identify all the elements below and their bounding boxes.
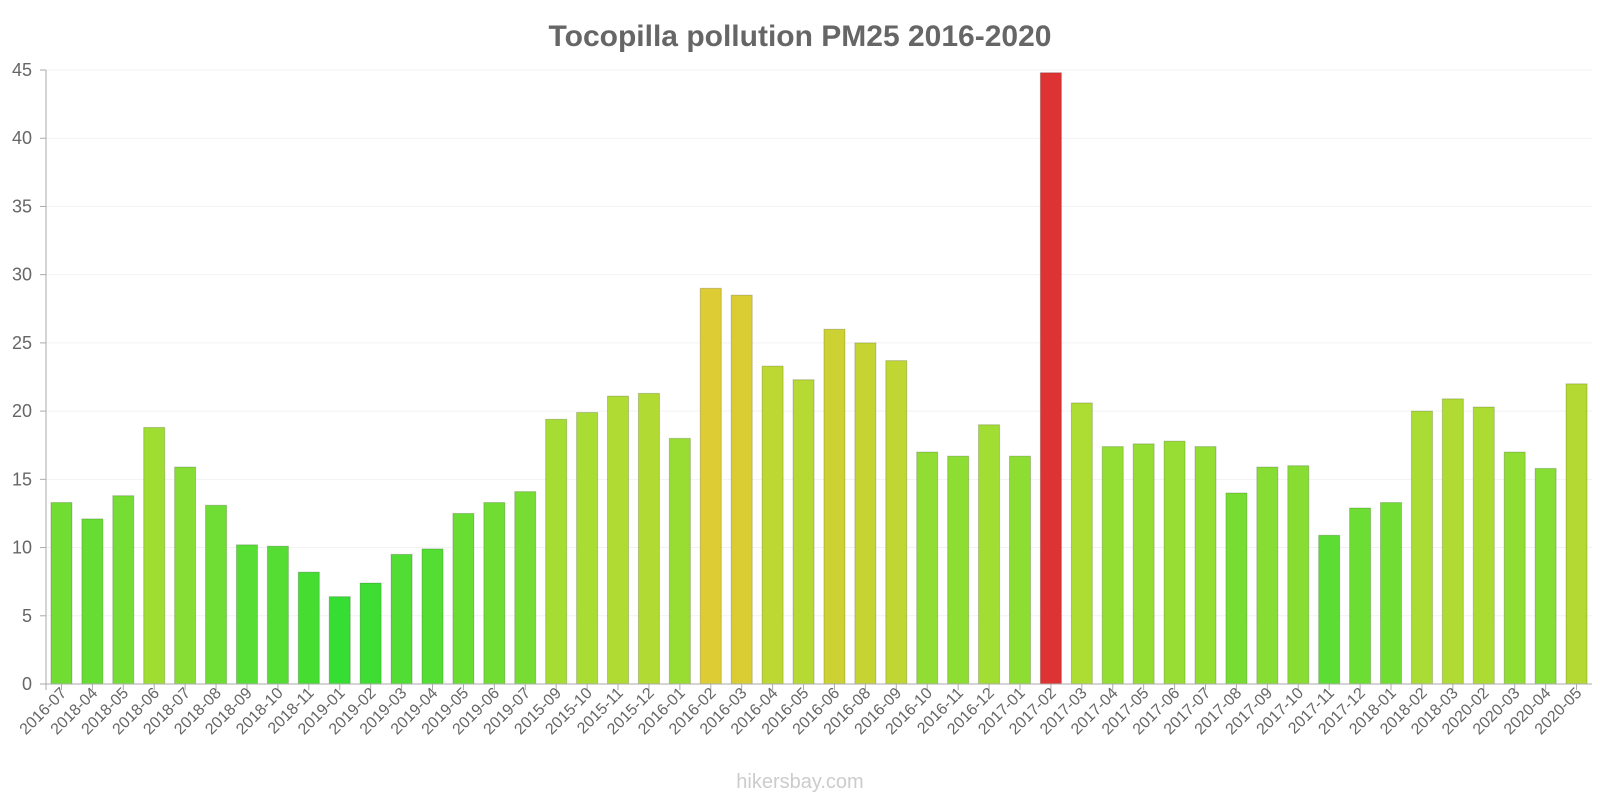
bar-2018-08[interactable] bbox=[205, 504, 228, 685]
y-tick-label: 0 bbox=[22, 674, 32, 694]
bar-2016-07[interactable] bbox=[50, 502, 73, 685]
bars bbox=[50, 72, 1588, 685]
credit-text: hikersbay.com bbox=[736, 771, 863, 793]
y-tick-label: 40 bbox=[12, 128, 32, 148]
y-tick-label: 30 bbox=[12, 265, 32, 285]
y-tick-label: 35 bbox=[12, 196, 32, 216]
bar-2015-10[interactable] bbox=[576, 411, 599, 685]
bar-2017-12[interactable] bbox=[1349, 507, 1372, 685]
bar-2016-05[interactable] bbox=[792, 379, 815, 685]
bar-2019-03[interactable] bbox=[390, 553, 413, 685]
y-axis-ticks: 0 5 10 15 20 25 30 35 40 45 bbox=[12, 60, 46, 694]
bar-2016-06[interactable] bbox=[823, 328, 846, 685]
bar-2017-11[interactable] bbox=[1318, 534, 1341, 685]
bar-2017-08[interactable] bbox=[1225, 492, 1248, 685]
bar-2018-06[interactable] bbox=[143, 426, 166, 685]
bar-2019-01[interactable] bbox=[328, 596, 351, 685]
bar-2018-07[interactable] bbox=[174, 466, 197, 685]
bar-2019-02[interactable] bbox=[359, 582, 382, 685]
bar-2017-04[interactable] bbox=[1101, 446, 1124, 685]
bar-2019-04[interactable] bbox=[421, 548, 444, 685]
bar-2018-09[interactable] bbox=[235, 544, 258, 685]
bar-2016-04[interactable] bbox=[761, 365, 784, 685]
bar-2018-01[interactable] bbox=[1380, 502, 1403, 685]
x-axis-ticks: 2016-072018-042018-052018-062018-072018-… bbox=[17, 684, 1585, 738]
bar-2020-02[interactable] bbox=[1472, 406, 1495, 685]
bar-2016-03[interactable] bbox=[730, 294, 753, 685]
bar-2016-12[interactable] bbox=[978, 424, 1001, 685]
bar-2017-09[interactable] bbox=[1256, 466, 1279, 685]
bar-2017-01[interactable] bbox=[1008, 455, 1031, 685]
bar-2017-02[interactable] bbox=[1039, 72, 1062, 685]
bar-2016-01[interactable] bbox=[668, 437, 691, 685]
y-tick-label: 15 bbox=[12, 469, 32, 489]
y-tick-label: 45 bbox=[12, 60, 32, 80]
bar-2018-10[interactable] bbox=[266, 545, 289, 685]
bar-2018-11[interactable] bbox=[297, 571, 320, 685]
bar-2019-07[interactable] bbox=[514, 491, 537, 685]
bar-2017-10[interactable] bbox=[1287, 465, 1310, 685]
gridlines bbox=[46, 69, 1592, 617]
bar-2020-03[interactable] bbox=[1503, 451, 1526, 685]
bar-2016-08[interactable] bbox=[854, 342, 877, 685]
y-tick-label: 5 bbox=[22, 606, 32, 626]
bar-2017-06[interactable] bbox=[1163, 440, 1186, 685]
chart-title: Tocopilla pollution PM25 2016-2020 bbox=[549, 20, 1052, 53]
y-tick-label: 20 bbox=[12, 401, 32, 421]
bar-2015-11[interactable] bbox=[607, 395, 630, 685]
y-tick-label: 10 bbox=[12, 538, 32, 558]
bar-2018-03[interactable] bbox=[1441, 398, 1464, 685]
bar-2015-12[interactable] bbox=[637, 392, 660, 685]
bar-2019-06[interactable] bbox=[483, 502, 506, 685]
bar-2019-05[interactable] bbox=[452, 512, 475, 685]
bar-2018-02[interactable] bbox=[1410, 410, 1433, 685]
bar-2016-09[interactable] bbox=[885, 360, 908, 685]
bar-2018-04[interactable] bbox=[81, 518, 104, 685]
bar-2020-04[interactable] bbox=[1534, 467, 1557, 685]
bar-2016-02[interactable] bbox=[699, 287, 722, 685]
bar-2020-05[interactable] bbox=[1565, 383, 1588, 685]
bar-2016-11[interactable] bbox=[947, 455, 970, 685]
bar-2017-05[interactable] bbox=[1132, 443, 1155, 685]
bar-2016-10[interactable] bbox=[916, 451, 939, 685]
bar-2017-07[interactable] bbox=[1194, 446, 1217, 685]
y-tick-label: 25 bbox=[12, 333, 32, 353]
bar-2017-03[interactable] bbox=[1070, 402, 1093, 685]
bar-2015-09[interactable] bbox=[545, 418, 568, 685]
bar-2018-05[interactable] bbox=[112, 495, 135, 685]
